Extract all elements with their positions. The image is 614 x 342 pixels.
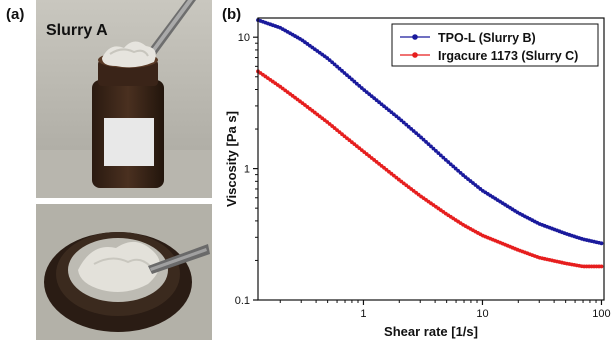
data-point — [335, 64, 339, 69]
slurry-a-bottle-photo — [36, 0, 212, 198]
data-point — [399, 118, 404, 123]
data-point — [453, 166, 458, 171]
data-point — [342, 71, 347, 75]
data-point — [436, 151, 441, 156]
data-point — [327, 58, 332, 63]
x-axis-label: Shear rate [1/s] — [384, 324, 478, 339]
data-point — [424, 140, 428, 144]
data-point — [419, 135, 423, 140]
data-point — [414, 131, 419, 136]
y-tick-label: 1 — [244, 164, 250, 176]
data-point — [448, 162, 453, 167]
data-point — [456, 168, 461, 173]
legend-label: Irgacure 1173 (Slurry C) — [438, 49, 578, 63]
x-tick-label: 100 — [592, 308, 610, 320]
data-point — [438, 153, 443, 158]
data-point — [599, 241, 604, 246]
data-point — [446, 160, 451, 164]
data-point — [332, 62, 337, 67]
legend-marker — [412, 52, 418, 58]
data-point — [451, 164, 456, 169]
x-tick-label: 10 — [476, 308, 488, 320]
series-2 — [256, 69, 604, 269]
legend-box — [391, 23, 599, 67]
series-layer — [256, 18, 604, 269]
y-axis-label: Viscosity [Pa s] — [224, 111, 239, 207]
series-line — [257, 70, 602, 267]
axis-layer: 1 10 100 0.1 1 10 — [235, 32, 611, 320]
data-point — [330, 60, 335, 65]
data-point — [352, 79, 357, 84]
data-point — [404, 122, 409, 127]
data-point — [416, 133, 421, 138]
plot-frame — [257, 17, 605, 301]
data-point — [396, 116, 401, 121]
x-tick-label: 1 — [360, 308, 366, 320]
data-point — [359, 86, 364, 90]
legend-label: TPO-L (Slurry B) — [438, 31, 536, 45]
data-point — [347, 75, 352, 80]
y-tick-label: 10 — [238, 32, 250, 44]
data-point — [599, 264, 604, 269]
data-point — [421, 137, 426, 142]
legend: TPO-L (Slurry B) Irgacure 1173 (Slurry C) — [391, 23, 599, 67]
data-point — [354, 81, 359, 86]
data-point — [426, 142, 431, 147]
data-point — [429, 144, 433, 149]
data-point — [411, 129, 416, 133]
panel-b-label: (b) — [222, 6, 242, 23]
data-point — [431, 146, 436, 151]
data-point — [357, 83, 362, 88]
data-point — [409, 126, 414, 131]
legend-marker — [412, 34, 418, 40]
data-point — [350, 77, 354, 82]
slurry-a-open-jar-photo — [36, 204, 212, 340]
data-point — [441, 155, 446, 160]
slurry-a-label: Slurry A — [46, 22, 108, 39]
y-tick-label: 0.1 — [235, 295, 250, 307]
data-point — [340, 68, 344, 73]
data-point — [458, 171, 463, 175]
data-point — [401, 120, 406, 125]
data-point — [443, 157, 448, 162]
panel-a-label: (a) — [6, 6, 25, 23]
series-1 — [256, 18, 604, 246]
data-point — [345, 73, 349, 78]
data-point — [337, 66, 342, 71]
data-point — [434, 148, 438, 153]
data-point — [406, 124, 411, 129]
